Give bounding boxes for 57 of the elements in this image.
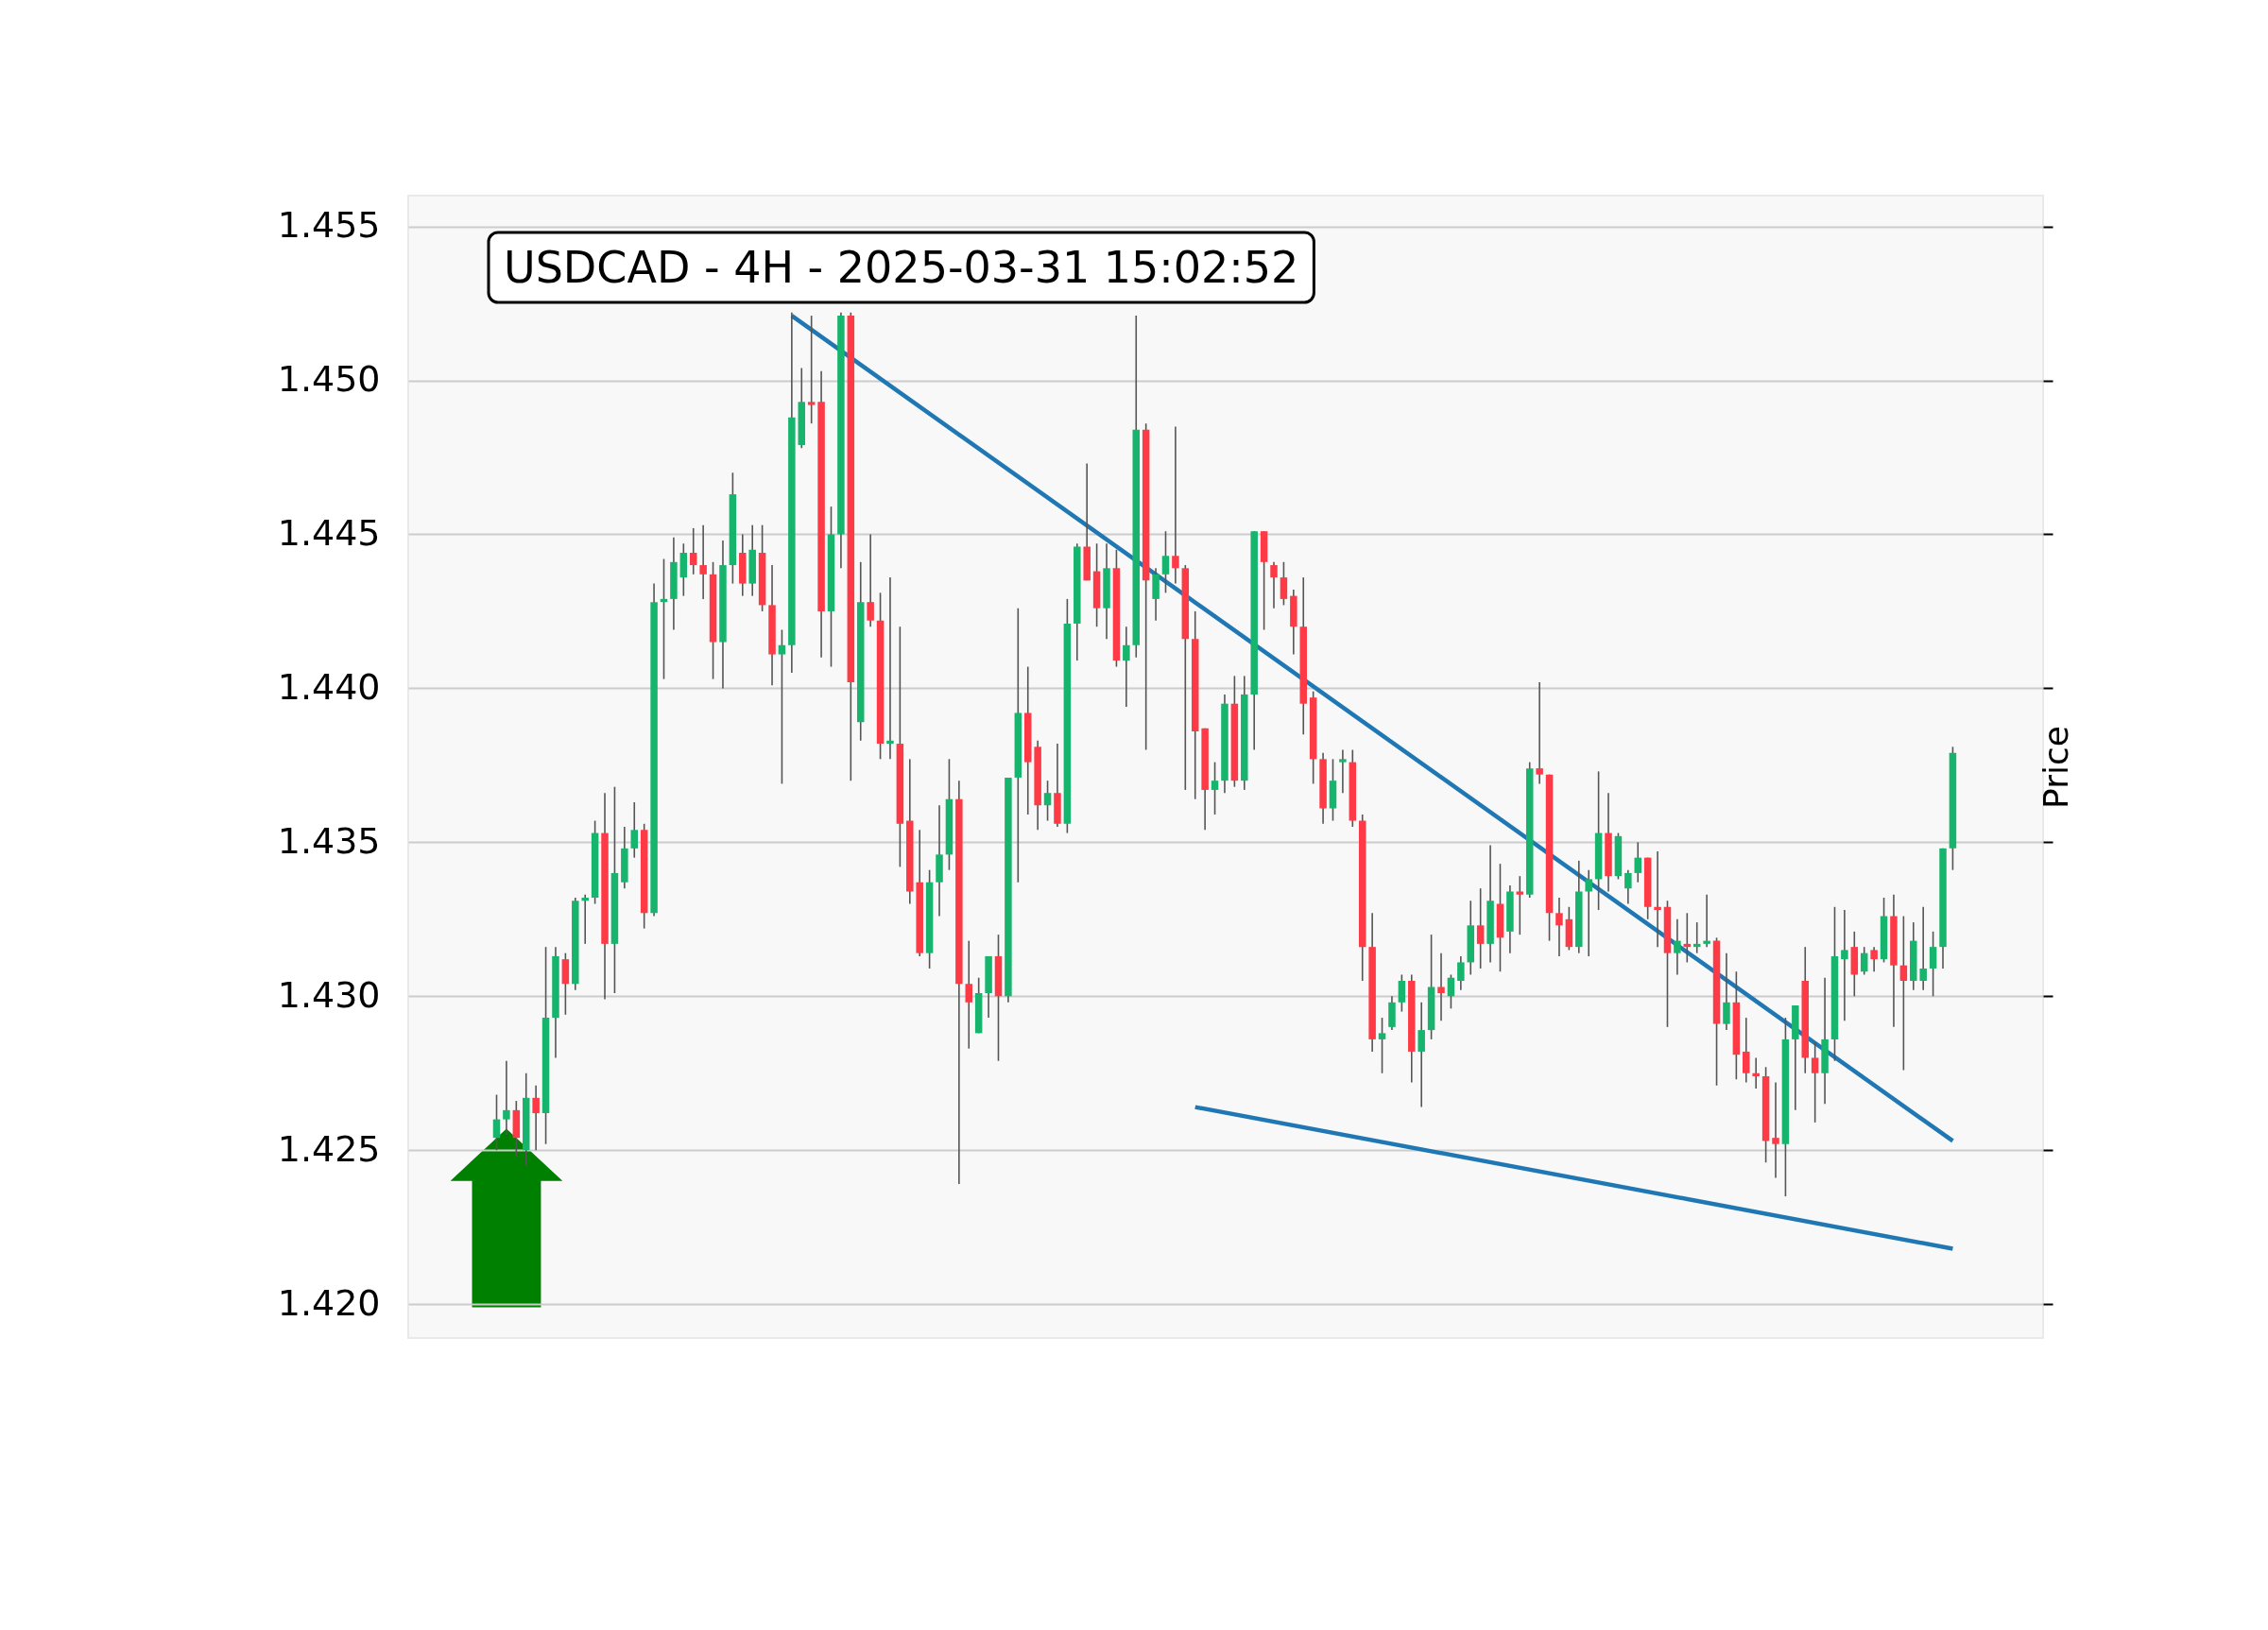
candlestick xyxy=(807,315,816,424)
candlestick xyxy=(1437,952,1445,1022)
y-tick-label: 1.450 xyxy=(277,358,381,401)
candlestick xyxy=(1123,626,1130,708)
candlestick xyxy=(1398,973,1406,1013)
candlestick xyxy=(867,533,874,628)
candlestick xyxy=(1536,681,1543,785)
candlestick xyxy=(1743,1017,1750,1084)
candlestick xyxy=(1378,1017,1386,1074)
candlestick xyxy=(1624,868,1632,905)
candlestick xyxy=(1772,1081,1779,1179)
candlestick xyxy=(1811,1041,1819,1124)
candlestick xyxy=(1703,893,1710,948)
candlestick xyxy=(1929,931,1937,998)
y-tick-label: 1.440 xyxy=(277,665,381,708)
candlestick xyxy=(1043,780,1052,822)
y-tick-label: 1.435 xyxy=(277,819,381,862)
candlestick xyxy=(1919,905,1927,991)
y-tick-label: 1.420 xyxy=(277,1281,381,1324)
y-tick-label: 1.455 xyxy=(277,204,381,247)
candlestick xyxy=(1634,841,1641,884)
candlestick xyxy=(1211,761,1219,815)
candlestick xyxy=(1674,918,1681,976)
y-tick-label: 1.425 xyxy=(277,1127,381,1170)
candlestick xyxy=(1418,1002,1425,1108)
text: USDCAD - 4H - 2025-03-31 15:02:52 xyxy=(504,242,1299,293)
candlestick xyxy=(1555,897,1563,957)
candlestick xyxy=(1161,530,1170,594)
candlestick xyxy=(1270,560,1278,609)
candlestick xyxy=(492,1093,501,1152)
candlestick xyxy=(1899,915,1908,1072)
candlestick xyxy=(1860,946,1868,976)
candlestick xyxy=(1585,868,1592,957)
candlestick xyxy=(1339,748,1347,794)
candlestick xyxy=(1457,955,1465,991)
candlestick xyxy=(699,523,707,600)
candlestick xyxy=(886,576,894,761)
candlestick xyxy=(630,801,639,859)
candlestick xyxy=(1447,973,1455,1010)
y-axis-title: Price xyxy=(2036,726,2075,809)
candlestick xyxy=(689,527,697,575)
candlestick xyxy=(965,939,973,1050)
candlestick xyxy=(778,628,786,785)
candlestick xyxy=(1516,875,1524,935)
candlestick xyxy=(581,893,589,945)
candlestick xyxy=(1654,850,1661,948)
candlestick xyxy=(1752,1056,1760,1090)
candlestick xyxy=(1723,952,1730,1031)
candlestick xyxy=(1841,909,1848,1022)
y-tick-label: 1.430 xyxy=(277,973,381,1016)
candlestick xyxy=(1476,887,1485,969)
y-tick-label: 1.445 xyxy=(277,511,381,554)
candlestick xyxy=(532,1084,540,1152)
candlestick xyxy=(503,1059,510,1136)
candlestick xyxy=(1870,946,1878,973)
candlestick xyxy=(1172,425,1179,585)
candlestick xyxy=(1280,560,1288,607)
